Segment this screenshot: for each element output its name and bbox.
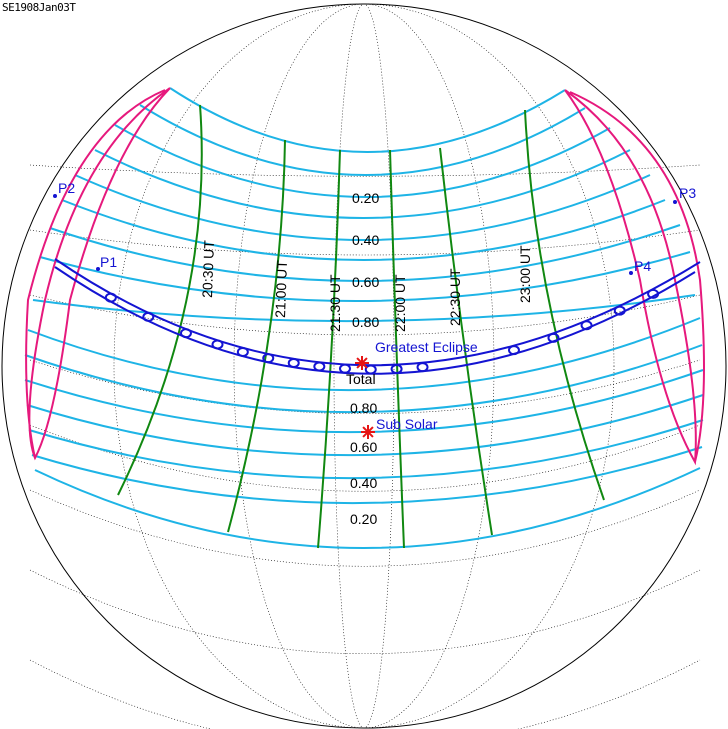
map-labels: 0.20 0.40 0.60 0.80 0.80 0.60 0.40 0.20 … (58, 180, 696, 527)
central-path-marker (580, 320, 593, 331)
limit-lines (25, 87, 705, 466)
time-label-2230: 22:30 UT (447, 268, 463, 326)
time-line (317, 149, 341, 549)
magnitude-line (26, 394, 704, 457)
central-path-marker (262, 353, 275, 364)
magnitude-line (114, 124, 611, 198)
time-line (524, 109, 605, 501)
contact-point-dot (96, 267, 100, 271)
magnitude-line (34, 467, 701, 549)
contact-point-dot (53, 194, 57, 198)
magnitude-lines (24, 87, 704, 549)
contact-label-p1: P1 (100, 254, 117, 270)
parallel-line (29, 359, 701, 414)
parallel-line (29, 229, 701, 256)
time-label-2100: 21:00 UT (272, 260, 290, 319)
central-path-marker (313, 361, 326, 372)
limit-line-east (564, 89, 705, 466)
mag-label-n-020: 0.20 (352, 190, 379, 206)
eclipse-type-label: Total (346, 371, 376, 387)
central-path-marker (104, 292, 117, 303)
contact-label-p4: P4 (634, 258, 651, 274)
parallel-line (29, 659, 701, 729)
central-path-marker (179, 328, 192, 339)
map-title: SE1908Jan03T (2, 1, 76, 14)
central-path-marker (647, 288, 660, 299)
mag-label-n-080: 0.80 (352, 314, 379, 330)
magnitude-line (28, 419, 704, 480)
markers (53, 194, 677, 439)
magnitude-line (74, 174, 651, 241)
time-line (227, 139, 286, 533)
magnitude-line (39, 251, 691, 302)
central-path-marker (211, 339, 224, 350)
time-label-2130: 21:30 UT (327, 274, 343, 332)
central-path-marker (236, 346, 249, 357)
parallel-line (29, 294, 701, 336)
contact-label-p2: P2 (58, 180, 75, 196)
time-line (439, 147, 493, 536)
time-label-2300: 23:00 UT (517, 245, 533, 303)
central-path-marker (507, 345, 520, 356)
mag-label-s-040: 0.40 (350, 475, 377, 491)
mag-label-s-080: 0.80 (350, 400, 377, 416)
parallel-line (29, 489, 701, 567)
greatest-eclipse-star-icon (355, 356, 369, 370)
magnitude-line (49, 224, 681, 282)
time-line (389, 149, 405, 549)
sub-solar-label: Sub Solar (376, 416, 438, 432)
mag-label-s-060: 0.60 (350, 439, 377, 455)
magnitude-line (27, 317, 701, 392)
central-path-marker (416, 362, 429, 373)
greatest-eclipse-label: Greatest Eclipse (375, 339, 478, 355)
contact-point-dot (673, 200, 677, 204)
time-label-2030: 20:30 UT (199, 240, 217, 299)
mag-label-s-020: 0.20 (350, 511, 377, 527)
contact-label-p3: P3 (679, 185, 696, 201)
central-path (54, 258, 701, 375)
magnitude-line (169, 87, 566, 153)
time-label-2200: 22:00 UT (392, 274, 408, 332)
central-path-marker (364, 364, 377, 375)
graticule (1, 3, 727, 729)
central-path-marker (613, 305, 626, 316)
central-path-marker (547, 332, 560, 343)
meridian-line (113, 3, 615, 729)
central-path-marker (338, 363, 351, 374)
contact-point-dot (629, 271, 633, 275)
limit-line-west (25, 87, 171, 461)
time-lines (117, 104, 605, 549)
central-path-marker (287, 358, 300, 369)
time-line (117, 104, 203, 496)
magnitude-line (94, 149, 631, 219)
sub-solar-star-icon (361, 425, 375, 439)
magnitude-line (24, 344, 703, 414)
central-path-marker (142, 311, 155, 322)
magnitude-line (61, 199, 666, 261)
mag-label-n-060: 0.60 (352, 274, 379, 290)
central-path-marker (390, 363, 403, 374)
mag-label-n-040: 0.40 (352, 232, 379, 248)
